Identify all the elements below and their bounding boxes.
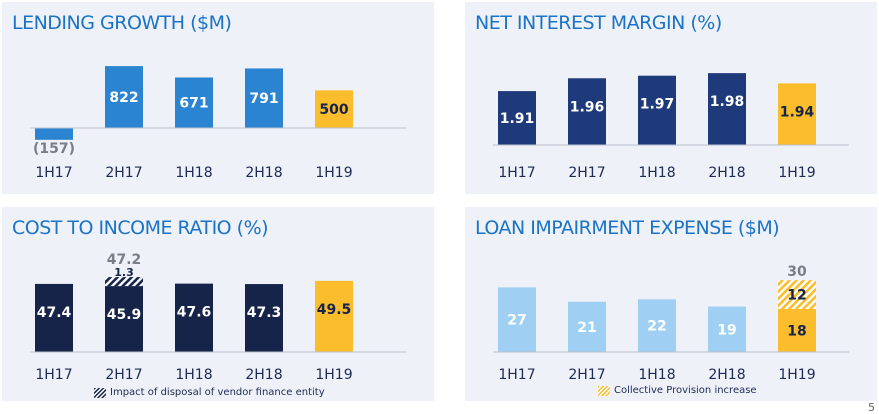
value-label-1h18: 22 <box>647 319 666 335</box>
bar-1h17 <box>35 283 73 352</box>
category-label-1h17: 1H17 <box>35 165 72 181</box>
cost-to-income-legend-label: Impact of disposal of vendor finance ent… <box>110 387 325 398</box>
bar-1h17 <box>498 91 536 145</box>
cost-to-income-title: COST TO INCOME RATIO (%) <box>12 217 269 239</box>
net-interest-margin-title: NET INTEREST MARGIN (%) <box>475 12 722 34</box>
value-label-1h17: 1.91 <box>500 111 535 127</box>
bar-1h19 <box>778 83 816 145</box>
category-label-2h17: 2H17 <box>568 367 605 383</box>
stacked-total-label: 47.2 <box>107 252 142 268</box>
hatch-swatch-icon <box>598 385 610 396</box>
value-label-2h18: 19 <box>717 322 736 338</box>
cost-to-income-chart: 47.4 1H17 1.347.2 45.9 2H17 47.6 1H18 47.3 2H18 4… <box>30 252 406 383</box>
stacked-extra-2h17 <box>105 277 143 287</box>
category-label-1h18: 1H18 <box>638 367 675 383</box>
category-label-1h19: 1H19 <box>315 367 352 383</box>
value-label-2h17: 21 <box>577 320 596 336</box>
bar-1h19 <box>315 90 353 128</box>
stacked-extra-1h19 <box>778 280 816 309</box>
bar-2h17 <box>105 66 143 128</box>
bar-2h17 <box>568 301 606 352</box>
category-label-2h18: 2H18 <box>708 367 745 383</box>
bar-1h17 <box>35 128 73 140</box>
stacked-extra-label: 12 <box>787 288 806 304</box>
bar-1h17 <box>498 287 536 352</box>
stacked-total-label: 30 <box>787 264 807 280</box>
category-label-2h18: 2H18 <box>245 165 282 181</box>
value-label-1h19: 1.94 <box>780 104 815 120</box>
category-label-2h17: 2H17 <box>105 367 142 383</box>
category-label-1h19: 1H19 <box>315 165 352 181</box>
value-label-1h19: 500 <box>319 102 348 118</box>
net-interest-margin-chart: 1.91 1H17 1.96 2H17 1.97 1H18 1.98 2H18 1.94 1H19 <box>493 73 849 181</box>
value-label-2h17: 822 <box>109 90 138 106</box>
bar-1h18 <box>638 299 676 352</box>
value-label-1h17: 47.4 <box>37 305 72 321</box>
category-label-1h19: 1H19 <box>778 367 815 383</box>
category-label-2h17: 2H17 <box>568 165 605 181</box>
bar-1h18 <box>175 77 213 128</box>
category-label-1h17: 1H17 <box>35 367 72 383</box>
category-label-2h17: 2H17 <box>105 165 142 181</box>
bar-2h18 <box>245 284 283 352</box>
bar-1h18 <box>638 75 676 145</box>
value-label-1h18: 47.6 <box>177 305 212 321</box>
value-label-2h17: 1.96 <box>570 99 605 115</box>
stacked-extra-label: 1.3 <box>114 266 134 279</box>
loan-impairment-title: LOAN IMPAIRMENT EXPENSE ($M) <box>475 217 780 239</box>
category-label-1h19: 1H19 <box>778 165 815 181</box>
bar-1h18 <box>175 283 213 352</box>
value-label-1h19: 49.5 <box>317 302 352 318</box>
category-label-1h17: 1H17 <box>498 367 535 383</box>
loan-impairment-legend-label: Collective Provision increase <box>614 385 757 396</box>
cost-to-income-panel: COST TO INCOME RATIO (%) 47.4 1H17 1.3 47.2… <box>2 207 434 401</box>
bar-2h18 <box>708 306 746 352</box>
loan-impairment-chart: 27 1H17 21 2H17 22 1H18 19 2H18 12 30 18 1H19 <box>493 264 849 383</box>
bar-2h17 <box>105 286 143 352</box>
hatch-swatch-icon <box>94 387 106 398</box>
value-label-2h18: 1.98 <box>710 94 745 110</box>
lending-growth-panel: LENDING GROWTH ($M) (157) 1H17 822 2H17 671 1… <box>2 2 434 194</box>
value-label-1h19: 18 <box>787 323 806 339</box>
value-label-2h18: 47.3 <box>247 305 282 321</box>
category-label-2h18: 2H18 <box>708 165 745 181</box>
net-interest-margin-panel: NET INTEREST MARGIN (%) 1.91 1H17 1.96 2H17… <box>465 2 877 194</box>
bar-2h17 <box>568 78 606 145</box>
lending-growth-title: LENDING GROWTH ($M) <box>12 12 232 34</box>
bar-2h18 <box>245 68 283 128</box>
bar-1h19 <box>778 308 816 352</box>
value-label-1h18: 1.97 <box>640 97 675 113</box>
value-label-1h18: 671 <box>179 96 208 112</box>
loan-impairment-legend: Collective Provision increase <box>598 385 757 396</box>
loan-impairment-panel: LOAN IMPAIRMENT EXPENSE ($M) 27 1H17 21 2H1… <box>465 207 877 401</box>
category-label-1h18: 1H18 <box>175 165 212 181</box>
value-label-2h18: 791 <box>249 91 278 107</box>
category-label-2h18: 2H18 <box>245 367 282 383</box>
bar-2h18 <box>708 73 746 145</box>
category-label-1h17: 1H17 <box>498 165 535 181</box>
bar-1h19 <box>315 280 353 352</box>
category-label-1h18: 1H18 <box>175 367 212 383</box>
category-label-1h18: 1H18 <box>638 165 675 181</box>
value-label-1h17: (157) <box>33 141 75 157</box>
lending-growth-chart: (157) 1H17 822 2H17 671 1H18 791 2H18 500 1H19 <box>30 66 406 181</box>
value-label-2h17: 45.9 <box>107 307 142 323</box>
cost-to-income-legend: Impact of disposal of vendor finance ent… <box>94 387 325 398</box>
value-label-1h17: 27 <box>507 313 526 329</box>
